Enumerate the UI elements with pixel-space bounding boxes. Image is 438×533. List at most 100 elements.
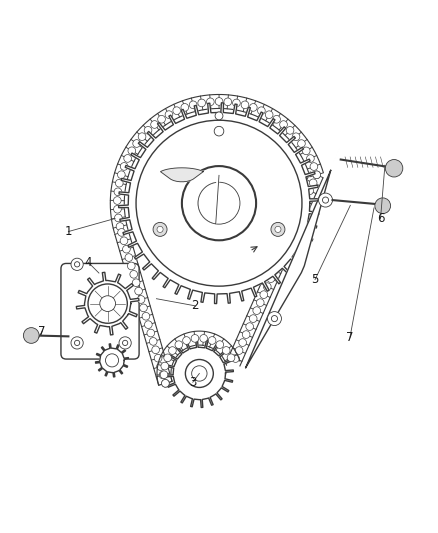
Circle shape: [232, 354, 240, 362]
Circle shape: [116, 223, 124, 230]
Circle shape: [71, 337, 83, 349]
Circle shape: [241, 101, 249, 109]
Circle shape: [169, 346, 176, 354]
Circle shape: [198, 99, 205, 107]
Circle shape: [214, 126, 224, 136]
Polygon shape: [198, 175, 219, 224]
Circle shape: [273, 116, 280, 123]
Circle shape: [145, 321, 152, 328]
Circle shape: [322, 197, 328, 203]
Circle shape: [135, 287, 142, 295]
Circle shape: [285, 235, 292, 243]
Circle shape: [119, 337, 131, 349]
Circle shape: [249, 315, 257, 322]
Text: 6: 6: [377, 212, 384, 225]
Circle shape: [181, 103, 189, 111]
Circle shape: [153, 222, 167, 236]
Text: 3: 3: [189, 376, 197, 389]
Circle shape: [160, 371, 168, 378]
Circle shape: [158, 116, 166, 123]
Circle shape: [302, 147, 310, 155]
Circle shape: [200, 335, 208, 342]
Circle shape: [310, 163, 318, 171]
Circle shape: [198, 182, 240, 224]
Circle shape: [309, 179, 317, 187]
Circle shape: [136, 120, 302, 286]
Circle shape: [224, 98, 232, 106]
Circle shape: [253, 307, 261, 314]
Circle shape: [191, 335, 199, 342]
Circle shape: [239, 338, 247, 346]
Circle shape: [286, 126, 294, 134]
Circle shape: [246, 323, 254, 330]
Circle shape: [215, 98, 223, 106]
Circle shape: [161, 362, 169, 370]
Text: 7: 7: [39, 325, 46, 337]
Polygon shape: [160, 168, 203, 182]
Circle shape: [151, 120, 159, 128]
Circle shape: [114, 214, 122, 222]
Circle shape: [173, 107, 180, 115]
Circle shape: [182, 166, 256, 240]
Circle shape: [113, 197, 121, 204]
Circle shape: [130, 270, 138, 278]
Circle shape: [278, 251, 285, 259]
Circle shape: [162, 379, 169, 387]
Circle shape: [265, 111, 273, 118]
Circle shape: [235, 346, 243, 354]
Circle shape: [189, 101, 197, 109]
Text: 1: 1: [65, 225, 72, 238]
Circle shape: [128, 147, 136, 155]
Circle shape: [120, 163, 128, 170]
Circle shape: [144, 126, 152, 134]
Circle shape: [123, 340, 128, 345]
Circle shape: [133, 140, 141, 147]
Circle shape: [250, 103, 257, 111]
Circle shape: [268, 312, 282, 326]
Circle shape: [165, 111, 173, 118]
Circle shape: [297, 140, 305, 148]
Circle shape: [302, 195, 310, 203]
Circle shape: [385, 159, 403, 177]
Circle shape: [74, 262, 80, 267]
Circle shape: [272, 316, 278, 321]
Circle shape: [123, 245, 130, 253]
Circle shape: [138, 133, 146, 141]
Polygon shape: [95, 344, 128, 377]
Circle shape: [274, 259, 282, 266]
Circle shape: [117, 171, 125, 179]
Circle shape: [281, 243, 289, 251]
Circle shape: [271, 222, 285, 236]
Circle shape: [185, 359, 213, 387]
Circle shape: [292, 133, 300, 141]
Circle shape: [137, 296, 145, 303]
Circle shape: [215, 112, 223, 120]
Circle shape: [118, 229, 125, 236]
Circle shape: [192, 366, 207, 381]
Polygon shape: [166, 340, 233, 407]
Circle shape: [295, 211, 303, 219]
Circle shape: [23, 328, 39, 343]
Circle shape: [306, 187, 314, 195]
Circle shape: [113, 205, 121, 213]
Circle shape: [313, 171, 321, 179]
Circle shape: [223, 346, 230, 354]
Circle shape: [159, 371, 167, 379]
Circle shape: [124, 155, 131, 162]
Circle shape: [318, 193, 332, 207]
Circle shape: [152, 346, 159, 353]
Text: 7: 7: [346, 331, 354, 344]
Circle shape: [149, 337, 157, 345]
Circle shape: [100, 296, 116, 311]
Circle shape: [264, 283, 271, 290]
Circle shape: [256, 299, 264, 306]
Circle shape: [71, 258, 83, 270]
Circle shape: [162, 379, 169, 387]
Circle shape: [299, 203, 307, 211]
Circle shape: [164, 354, 172, 362]
Circle shape: [120, 237, 128, 245]
Circle shape: [375, 198, 391, 214]
Text: 4: 4: [84, 256, 92, 269]
Circle shape: [227, 354, 235, 361]
Circle shape: [206, 98, 214, 106]
